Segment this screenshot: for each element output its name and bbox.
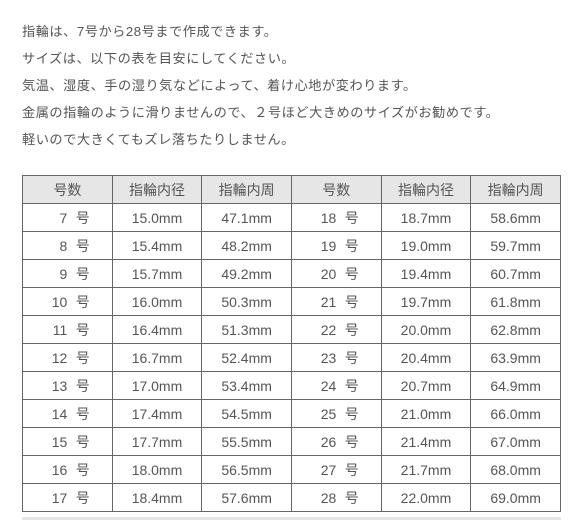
cell-inner-circumference-left: 50.3mm xyxy=(202,288,292,316)
col-header-inner-diameter-right: 指輪内径 xyxy=(381,176,471,204)
cell-size-left: 12号 xyxy=(23,344,113,372)
table-row: 11号16.4mm51.3mm22号20.0mm62.8mm xyxy=(23,316,561,344)
intro-line: サイズは、以下の表を目安にしてください。 xyxy=(22,45,561,72)
cell-size-right: 22号 xyxy=(291,316,381,344)
table-row: 13号17.0mm53.4mm24号20.7mm64.9mm xyxy=(23,372,561,400)
table-row: 16号18.0mm56.5mm27号21.7mm68.0mm xyxy=(23,456,561,484)
cell-size-left: 7号 xyxy=(23,204,113,232)
cell-inner-circumference-right: 62.8mm xyxy=(471,316,561,344)
cell-size-left: 10号 xyxy=(23,288,113,316)
cell-inner-diameter-right: 21.7mm xyxy=(381,456,471,484)
cell-inner-diameter-right: 18.7mm xyxy=(381,204,471,232)
cell-inner-diameter-right: 20.0mm xyxy=(381,316,471,344)
cell-inner-diameter-left: 16.7mm xyxy=(112,344,202,372)
cell-inner-diameter-left: 18.0mm xyxy=(112,456,202,484)
cell-inner-circumference-right: 63.9mm xyxy=(471,344,561,372)
table-row: 14号17.4mm54.5mm25号21.0mm66.0mm xyxy=(23,400,561,428)
cell-inner-circumference-left: 57.6mm xyxy=(202,484,292,512)
cell-inner-circumference-left: 48.2mm xyxy=(202,232,292,260)
cell-size-left: 15号 xyxy=(23,428,113,456)
cell-size-right: 24号 xyxy=(291,372,381,400)
cell-size-right: 20号 xyxy=(291,260,381,288)
cell-inner-diameter-left: 17.4mm xyxy=(112,400,202,428)
cell-size-right: 26号 xyxy=(291,428,381,456)
cell-inner-circumference-left: 51.3mm xyxy=(202,316,292,344)
cell-size-left: 13号 xyxy=(23,372,113,400)
cell-inner-diameter-right: 19.7mm xyxy=(381,288,471,316)
divider xyxy=(22,517,561,520)
col-header-size-left: 号数 xyxy=(23,176,113,204)
cell-inner-circumference-left: 55.5mm xyxy=(202,428,292,456)
intro-line: 気温、湿度、手の湿り気などによって、着け心地が変わります。 xyxy=(22,72,561,99)
cell-inner-circumference-right: 67.0mm xyxy=(471,428,561,456)
cell-inner-diameter-right: 20.4mm xyxy=(381,344,471,372)
cell-inner-circumference-left: 56.5mm xyxy=(202,456,292,484)
cell-inner-diameter-right: 22.0mm xyxy=(381,484,471,512)
cell-inner-diameter-left: 17.7mm xyxy=(112,428,202,456)
table-row: 10号16.0mm50.3mm21号19.7mm61.8mm xyxy=(23,288,561,316)
cell-inner-diameter-right: 19.4mm xyxy=(381,260,471,288)
cell-inner-circumference-left: 47.1mm xyxy=(202,204,292,232)
cell-inner-circumference-left: 49.2mm xyxy=(202,260,292,288)
cell-size-right: 18号 xyxy=(291,204,381,232)
cell-inner-diameter-right: 20.7mm xyxy=(381,372,471,400)
intro-line: 指輪は、7号から28号まで作成できます。 xyxy=(22,18,561,45)
cell-size-right: 19号 xyxy=(291,232,381,260)
cell-size-left: 8号 xyxy=(23,232,113,260)
cell-inner-circumference-left: 54.5mm xyxy=(202,400,292,428)
cell-inner-circumference-right: 59.7mm xyxy=(471,232,561,260)
cell-size-right: 25号 xyxy=(291,400,381,428)
table-row: 12号16.7mm52.4mm23号20.4mm63.9mm xyxy=(23,344,561,372)
cell-inner-circumference-right: 58.6mm xyxy=(471,204,561,232)
cell-inner-diameter-left: 16.4mm xyxy=(112,316,202,344)
col-header-inner-diameter-left: 指輪内径 xyxy=(112,176,202,204)
table-row: 7号15.0mm47.1mm18号18.7mm58.6mm xyxy=(23,204,561,232)
cell-inner-circumference-right: 61.8mm xyxy=(471,288,561,316)
table-header-row: 号数 指輪内径 指輪内周 号数 指輪内径 指輪内周 xyxy=(23,176,561,204)
table-row: 15号17.7mm55.5mm26号21.4mm67.0mm xyxy=(23,428,561,456)
cell-size-right: 23号 xyxy=(291,344,381,372)
cell-inner-diameter-left: 15.0mm xyxy=(112,204,202,232)
cell-inner-circumference-left: 53.4mm xyxy=(202,372,292,400)
ring-size-table: 号数 指輪内径 指輪内周 号数 指輪内径 指輪内周 7号15.0mm47.1mm… xyxy=(22,175,561,512)
cell-inner-diameter-left: 15.4mm xyxy=(112,232,202,260)
cell-inner-diameter-left: 15.7mm xyxy=(112,260,202,288)
table-row: 9号15.7mm49.2mm20号19.4mm60.7mm xyxy=(23,260,561,288)
cell-inner-circumference-right: 64.9mm xyxy=(471,372,561,400)
cell-inner-circumference-left: 52.4mm xyxy=(202,344,292,372)
cell-inner-circumference-right: 69.0mm xyxy=(471,484,561,512)
cell-inner-diameter-left: 17.0mm xyxy=(112,372,202,400)
cell-inner-diameter-left: 18.4mm xyxy=(112,484,202,512)
cell-size-left: 11号 xyxy=(23,316,113,344)
cell-size-right: 21号 xyxy=(291,288,381,316)
intro-text: 指輪は、7号から28号まで作成できます。 サイズは、以下の表を目安にしてください… xyxy=(22,18,561,153)
cell-size-left: 17号 xyxy=(23,484,113,512)
cell-size-left: 16号 xyxy=(23,456,113,484)
intro-line: 金属の指輪のように滑りませんので、２号ほど大きめのサイズがお勧めです。 xyxy=(22,99,561,126)
table-row: 8号15.4mm48.2mm19号19.0mm59.7mm xyxy=(23,232,561,260)
col-header-inner-circumference-left: 指輪内周 xyxy=(202,176,292,204)
col-header-size-right: 号数 xyxy=(291,176,381,204)
cell-inner-circumference-right: 60.7mm xyxy=(471,260,561,288)
table-row: 17号18.4mm57.6mm28号22.0mm69.0mm xyxy=(23,484,561,512)
cell-size-left: 9号 xyxy=(23,260,113,288)
cell-inner-circumference-right: 66.0mm xyxy=(471,400,561,428)
cell-size-right: 27号 xyxy=(291,456,381,484)
cell-size-left: 14号 xyxy=(23,400,113,428)
col-header-inner-circumference-right: 指輪内周 xyxy=(471,176,561,204)
intro-line: 軽いので大きくてもズレ落ちたりしません。 xyxy=(22,126,561,153)
table-body: 7号15.0mm47.1mm18号18.7mm58.6mm8号15.4mm48.… xyxy=(23,204,561,512)
cell-inner-diameter-right: 19.0mm xyxy=(381,232,471,260)
cell-inner-diameter-right: 21.4mm xyxy=(381,428,471,456)
cell-inner-diameter-right: 21.0mm xyxy=(381,400,471,428)
cell-inner-circumference-right: 68.0mm xyxy=(471,456,561,484)
cell-inner-diameter-left: 16.0mm xyxy=(112,288,202,316)
cell-size-right: 28号 xyxy=(291,484,381,512)
